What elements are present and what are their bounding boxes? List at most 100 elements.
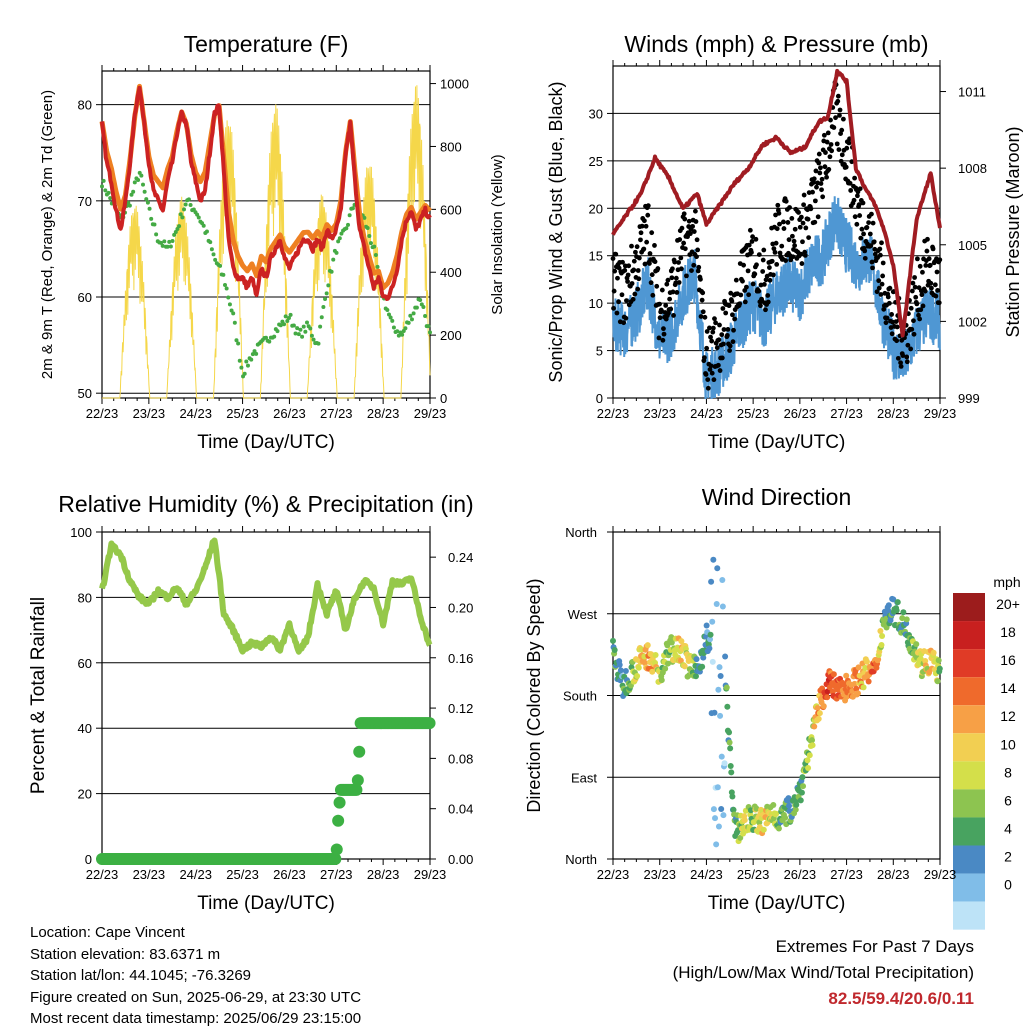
direction-point (649, 668, 656, 675)
gust-point (857, 213, 863, 218)
gust-point (753, 236, 759, 242)
dewpoint-point (329, 269, 334, 274)
gust-point (638, 230, 644, 236)
gust-point (623, 315, 629, 321)
direction-point (713, 600, 720, 607)
gust-point (670, 266, 675, 272)
gust-point (818, 181, 824, 186)
direction-point (730, 806, 737, 813)
gust-point (878, 292, 884, 297)
gust-point (796, 210, 801, 215)
y-tick-label: 40 (78, 721, 92, 736)
gust-point (914, 256, 920, 262)
gust-point (669, 275, 675, 281)
dewpoint-point (147, 206, 152, 211)
y-tick-label: 0 (85, 852, 92, 867)
gust-point (798, 251, 804, 257)
temp-9m-line (99, 83, 432, 291)
direction-point (800, 783, 807, 790)
gust-point (690, 223, 696, 229)
direction-point (652, 651, 659, 658)
direction-point (900, 609, 907, 616)
dewpoint-point (264, 335, 268, 340)
gust-point (641, 246, 647, 252)
gust-point (874, 289, 880, 295)
legend-label: 18 (1000, 624, 1016, 640)
direction-point (699, 663, 706, 670)
dewpoint-point (286, 315, 291, 320)
gust-point (886, 300, 892, 306)
direction-point (723, 684, 730, 691)
gust-point (820, 194, 826, 200)
gust-point (667, 296, 673, 302)
gust-point (672, 259, 678, 265)
gust-point (867, 231, 873, 237)
direction-point (843, 672, 850, 679)
dewpoint-point (411, 311, 416, 316)
dewpoint-point (334, 250, 339, 255)
gust-point (900, 353, 906, 358)
dewpoint-point (278, 323, 283, 328)
direction-point (809, 742, 816, 749)
dewpoint-point (326, 283, 331, 288)
gust-point (647, 261, 652, 266)
direction-point (792, 806, 799, 813)
gust-point (783, 258, 789, 263)
gust-point (789, 215, 795, 221)
gust-point (933, 293, 939, 299)
gust-point (619, 292, 625, 298)
gust-point (657, 315, 663, 321)
extremes-box: Extremes For Past 7 Days (High/Low/Max W… (673, 934, 974, 1012)
gust-point (811, 180, 817, 185)
gust-point (765, 293, 771, 298)
x-tick-label: 28/23 (367, 867, 400, 882)
dewpoint-point (177, 224, 182, 229)
dewpoint-point (186, 197, 191, 202)
panel-1 (96, 65, 436, 404)
gust-point (860, 200, 866, 206)
gust-point (822, 164, 828, 170)
direction-point (664, 642, 671, 649)
x-tick-label: 26/23 (273, 867, 306, 882)
gust-point (835, 93, 841, 99)
direction-point (716, 664, 723, 671)
gust-point (717, 322, 722, 328)
gust-point (709, 338, 715, 344)
dewpoint-point (213, 257, 218, 262)
direction-point (715, 686, 722, 693)
legend-swatch (953, 733, 985, 762)
gust-point (783, 198, 789, 204)
direction-point (797, 797, 804, 804)
gust-point (761, 282, 767, 287)
direction-point (678, 638, 685, 645)
gust-point (694, 237, 700, 243)
panel-title: Winds (mph) & Pressure (mb) (624, 31, 928, 57)
x-tick-label: 25/23 (737, 406, 770, 421)
gust-point (898, 360, 903, 366)
gust-point (701, 355, 707, 361)
direction-point (644, 642, 651, 649)
gust-point (715, 362, 721, 368)
y-tick-label: 20 (589, 201, 603, 216)
dewpoint-point (131, 189, 136, 194)
gust-point (800, 220, 806, 226)
direction-point (616, 661, 623, 668)
gust-point (687, 231, 693, 237)
direction-point (714, 565, 721, 572)
gust-point (650, 292, 656, 298)
y-tick-label: 60 (78, 656, 92, 671)
y-right-tick-label: 1008 (958, 161, 987, 176)
gust-point (678, 266, 684, 272)
gust-point (674, 290, 680, 295)
gust-point (781, 226, 787, 231)
dewpoint-point (396, 333, 401, 338)
dewpoint-point (400, 332, 405, 337)
gust-point (858, 235, 864, 241)
gust-point (625, 272, 631, 278)
direction-point (775, 825, 782, 832)
gust-point (904, 354, 910, 360)
x-tick-label: 22/23 (597, 867, 630, 882)
gust-point (898, 364, 904, 369)
gust-point (857, 186, 863, 192)
legend-label: 0 (1004, 877, 1012, 893)
